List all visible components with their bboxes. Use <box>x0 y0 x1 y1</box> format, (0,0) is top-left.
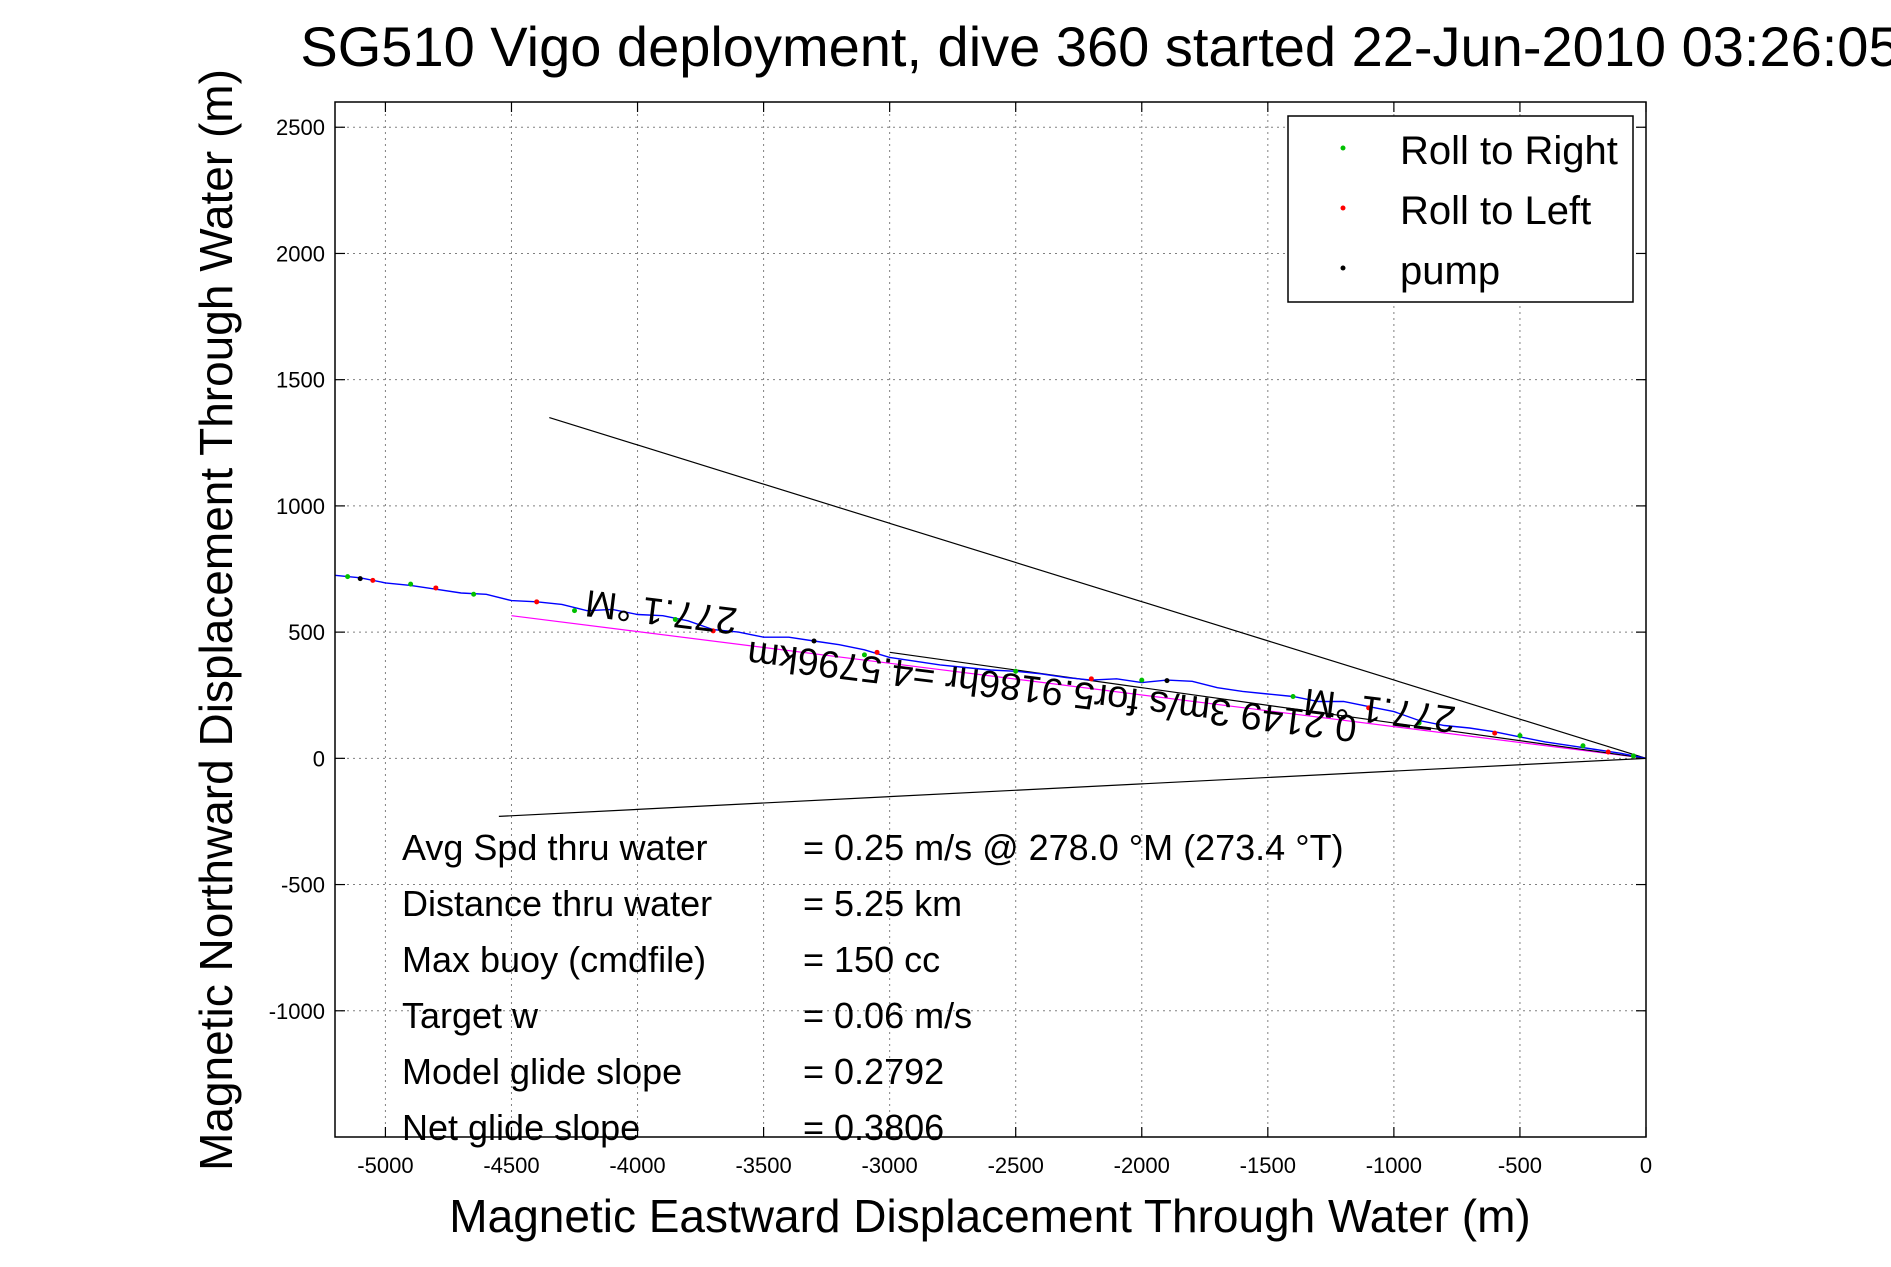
roll-right-point <box>1290 693 1296 699</box>
x-tick-label: -500 <box>1498 1153 1542 1178</box>
x-tick-label: -3000 <box>862 1153 918 1178</box>
y-tick-label: 0 <box>313 746 325 771</box>
roll-right-point <box>672 617 678 622</box>
legend: Roll to Right Roll to Left pump <box>1287 115 1634 303</box>
y-tick-label: 1500 <box>276 368 325 393</box>
roll-right-point <box>1517 733 1523 739</box>
roll-left-point <box>1088 676 1094 682</box>
x-axis-label: Magnetic Eastward Displacement Through W… <box>449 1190 1530 1242</box>
annotation-label: Target w <box>402 995 539 1036</box>
roll-right-point <box>408 581 414 587</box>
roll-left-point <box>874 649 880 655</box>
upper-bound-line <box>549 416 1647 759</box>
legend-marker <box>1340 205 1346 211</box>
legend-box <box>1287 115 1634 303</box>
legend-label: Roll to Left <box>1400 189 1591 233</box>
y-tick-label: 500 <box>288 620 325 645</box>
roll-right-point <box>1013 668 1019 674</box>
y-tick-label: -500 <box>281 873 325 898</box>
roll-right-point <box>1416 720 1422 726</box>
legend-label: pump <box>1400 249 1500 293</box>
x-tick-label: -1000 <box>1366 1153 1422 1178</box>
roll-right-point <box>1630 753 1636 759</box>
plot-frame <box>334 101 1647 1138</box>
pump-point <box>811 638 817 644</box>
x-tick-label: -5000 <box>357 1153 413 1178</box>
pump-point <box>357 576 363 582</box>
annotation-value: = 0.3806 <box>803 1107 944 1148</box>
reference-lines <box>498 416 1647 818</box>
x-tick-label: -1500 <box>1240 1153 1296 1178</box>
annotation-label: Net glide slope <box>402 1107 640 1148</box>
annotation-value: = 0.06 m/s <box>803 995 972 1036</box>
annotation-label: Model glide slope <box>402 1051 682 1092</box>
fit-line <box>511 615 1647 759</box>
roll-left-point <box>370 577 376 583</box>
x-tick-label: -2000 <box>1114 1153 1170 1178</box>
roll-right-point <box>572 608 578 614</box>
annotation-value: = 150 cc <box>803 939 940 980</box>
legend-marker <box>1340 265 1346 271</box>
y-tick-label: 1000 <box>276 494 325 519</box>
annotation-label: Max buoy (cmdfile) <box>402 939 706 980</box>
roll-left-point <box>1492 730 1498 736</box>
roll-left-point <box>1605 749 1611 755</box>
x-tick-label: 0 <box>1640 1153 1652 1178</box>
annotation-value: = 0.25 m/s @ 278.0 °M (273.4 °T) <box>803 827 1344 868</box>
roll-right-point <box>1580 743 1586 749</box>
roll-right-point <box>345 574 351 580</box>
roll-right-point <box>861 652 867 658</box>
y-tick-label: -1000 <box>269 999 325 1024</box>
roll-left-point <box>534 599 540 605</box>
y-tick-label: 2500 <box>276 115 325 140</box>
x-tick-label: -3500 <box>735 1153 791 1178</box>
roll-left-point <box>1366 705 1372 711</box>
chart-title: SG510 Vigo deployment, dive 360 started … <box>300 15 1891 78</box>
lower-bound-line <box>498 757 1647 818</box>
pump-point <box>1164 678 1170 684</box>
annotation-block: Avg Spd thru water = 0.25 m/s @ 278.0 °M … <box>402 827 1344 1148</box>
roll-right-point <box>471 591 477 597</box>
annotation-label: Avg Spd thru water <box>402 827 708 868</box>
roll-left-point <box>433 585 439 591</box>
roll-right-point <box>1139 677 1145 683</box>
x-tick-label: -4500 <box>483 1153 539 1178</box>
y-axis-label: Magnetic Northward Displacement Through … <box>190 69 242 1171</box>
points-layer <box>345 574 1636 759</box>
annotation-value: = 0.2792 <box>803 1051 944 1092</box>
annotation-value: = 5.25 km <box>803 883 962 924</box>
legend-items: Roll to Right Roll to Left pump <box>1340 129 1618 293</box>
ticks-layer: -5000 -4500 -4000 -3500 -3000 -2500 -2000 -1500… <box>269 102 1652 1178</box>
track-layer <box>334 574 1647 759</box>
x-tick-label: -2500 <box>988 1153 1044 1178</box>
roll-left-point <box>710 628 716 634</box>
legend-label: Roll to Right <box>1400 129 1618 173</box>
track-line <box>334 574 1647 759</box>
y-tick-label: 2000 <box>276 241 325 266</box>
annotation-label: Distance thru water <box>402 883 712 924</box>
x-tick-label: -4000 <box>609 1153 665 1178</box>
legend-marker <box>1340 145 1346 151</box>
